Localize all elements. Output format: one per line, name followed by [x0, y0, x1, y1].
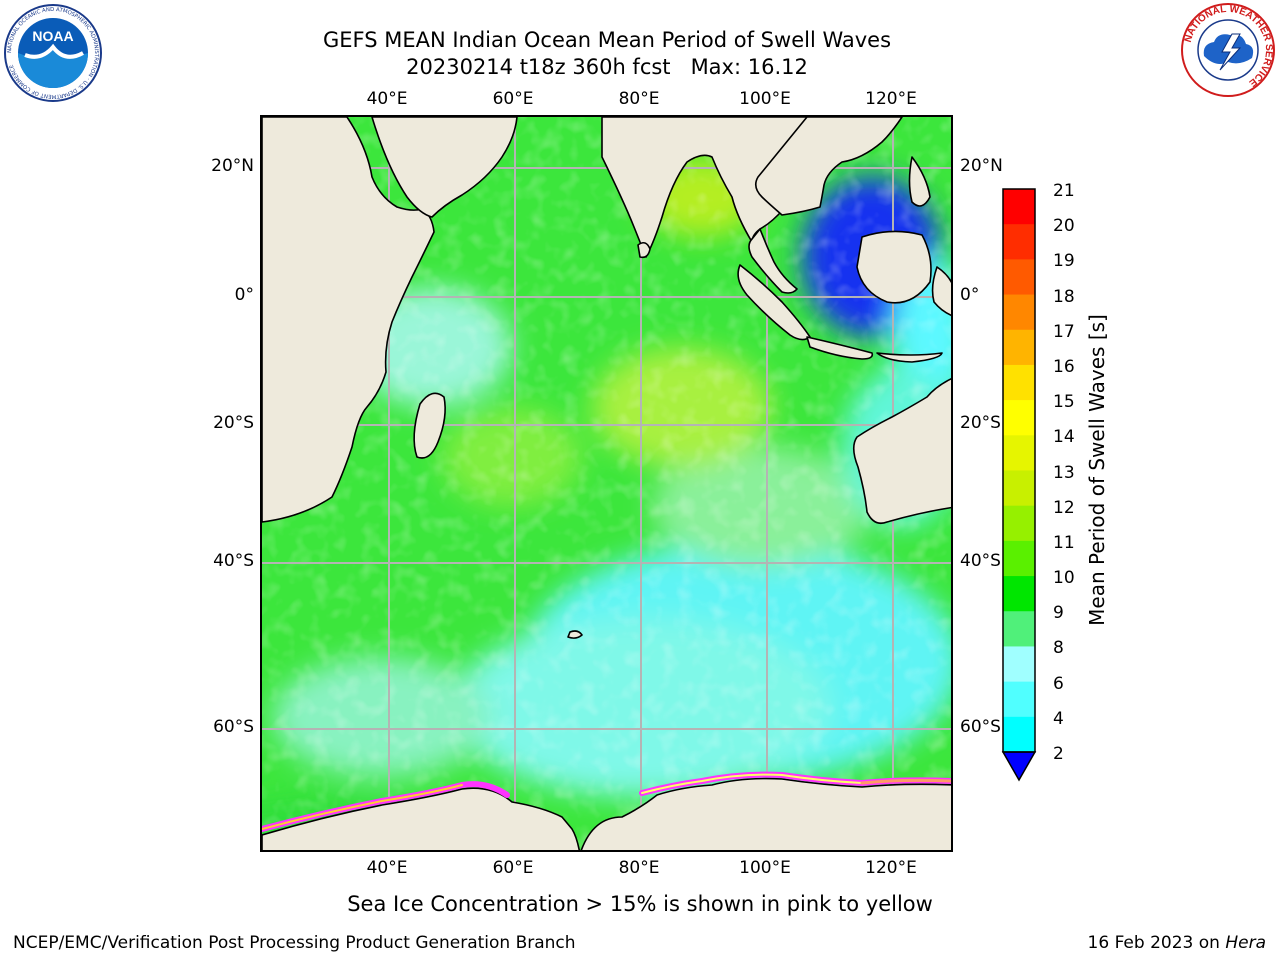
nws-logo: NATIONAL WEATHER SERVICE — [1181, 3, 1275, 97]
sea-ice-note: Sea Ice Concentration > 15% is shown in … — [347, 892, 933, 916]
lat-tick-right: 40°S — [960, 551, 1001, 571]
landmasses — [262, 117, 951, 850]
colorbar-band — [1003, 364, 1035, 401]
antarctica-land-east — [580, 777, 951, 850]
colorbar — [1001, 188, 1037, 782]
colorbar-label: 4 — [1053, 708, 1064, 729]
swell-period-map — [262, 117, 951, 850]
footer-machine: Hera — [1225, 933, 1266, 953]
footer-date-text: 16 Feb 2023 on — [1087, 933, 1226, 953]
colorbar-label: 12 — [1053, 497, 1075, 518]
sumatra-land — [737, 264, 811, 341]
arabia-land — [371, 117, 518, 218]
lon-tick-bottom: 60°E — [492, 858, 534, 878]
sea-ice-edge — [262, 771, 951, 832]
lon-tick-top: 80°E — [618, 89, 660, 109]
colorbar-label: 2 — [1053, 744, 1064, 764]
colorbar-label: 14 — [1053, 427, 1075, 448]
colorbar-label: 18 — [1053, 286, 1075, 307]
australia-land — [852, 378, 951, 525]
noaa-logo-text: NOAA — [32, 28, 73, 44]
lon-tick-bottom: 100°E — [739, 858, 791, 878]
lat-tick-left: 20°N — [211, 156, 254, 176]
antarctica-land — [262, 787, 581, 850]
lat-tick-right: 20°N — [960, 156, 1003, 176]
lon-tick-bottom: 40°E — [366, 858, 408, 878]
colorbar-min-arrow — [1001, 751, 1037, 782]
colorbar-label: 20 — [1053, 216, 1075, 237]
colorbar-label: 8 — [1053, 638, 1064, 659]
lat-tick-right: 0° — [960, 285, 980, 305]
lat-tick-right: 20°S — [960, 413, 1001, 433]
colorbar-band — [1003, 611, 1035, 647]
colorbar-band — [1003, 716, 1035, 753]
kerguelen-land — [567, 630, 583, 639]
java-land — [806, 336, 874, 360]
map-panel — [260, 115, 953, 852]
colorbar-band — [1003, 224, 1035, 260]
colorbar-label: 9 — [1053, 603, 1064, 624]
colorbar-label: 6 — [1053, 673, 1064, 694]
lat-tick-left: 60°S — [213, 717, 254, 737]
lat-tick-left: 0° — [234, 285, 254, 305]
africa-land — [262, 117, 435, 523]
lesser-sunda-land — [876, 352, 943, 363]
colorbar-band — [1003, 576, 1035, 612]
colorbar-label: 10 — [1053, 568, 1075, 589]
lon-tick-top: 40°E — [366, 89, 408, 109]
colorbar-label: 15 — [1053, 392, 1075, 413]
se-asia-land — [754, 117, 903, 216]
colorbar-band — [1003, 435, 1035, 471]
colorbar-band — [1003, 294, 1035, 331]
colorbar-title: Mean Period of Swell Waves [s] — [1085, 314, 1109, 626]
colorbar-label: 11 — [1053, 532, 1075, 553]
madagascar-land — [413, 392, 446, 459]
borneo-land — [856, 230, 932, 304]
srilanka-land — [637, 241, 651, 259]
footer-date: 16 Feb 2023 on Hera — [1088, 933, 1266, 953]
lat-tick-right: 60°S — [960, 717, 1001, 737]
lat-tick-left: 40°S — [213, 551, 254, 571]
colorbar-label: 19 — [1053, 251, 1075, 272]
colorbar-label: 21 — [1053, 181, 1075, 201]
noaa-logo: NOAA NATIONAL OCEANIC AND ATMOSPHERIC AD… — [4, 4, 102, 102]
map-title: GEFS MEAN Indian Ocean Mean Period of Sw… — [322, 28, 892, 52]
colorbar-band — [1003, 259, 1035, 296]
colorbar-band — [1003, 681, 1035, 718]
colorbar-band — [1003, 400, 1035, 436]
footer-credit: NCEP/EMC/Verification Post Processing Pr… — [13, 933, 576, 953]
philippines-land — [908, 156, 931, 207]
colorbar-band — [1003, 646, 1035, 683]
colorbar-band — [1003, 329, 1035, 366]
lat-tick-left: 20°S — [213, 413, 254, 433]
lon-tick-top: 100°E — [739, 89, 791, 109]
colorbar-band — [1003, 189, 1035, 225]
colorbar-label: 16 — [1053, 356, 1075, 377]
malay-peninsula-land — [748, 228, 798, 294]
lon-tick-bottom: 120°E — [865, 858, 917, 878]
map-subtitle: 20230214 t18z 360h fcst Max: 16.12 — [406, 55, 808, 79]
colorbar-label: 13 — [1053, 462, 1075, 483]
lon-tick-top: 60°E — [492, 89, 534, 109]
colorbar-band — [1003, 505, 1035, 542]
colorbar-band — [1003, 540, 1035, 577]
lon-tick-bottom: 80°E — [618, 858, 660, 878]
colorbar-band — [1003, 470, 1035, 507]
lon-tick-top: 120°E — [865, 89, 917, 109]
colorbar-label: 17 — [1053, 321, 1075, 342]
sulawesi-land — [931, 266, 951, 317]
